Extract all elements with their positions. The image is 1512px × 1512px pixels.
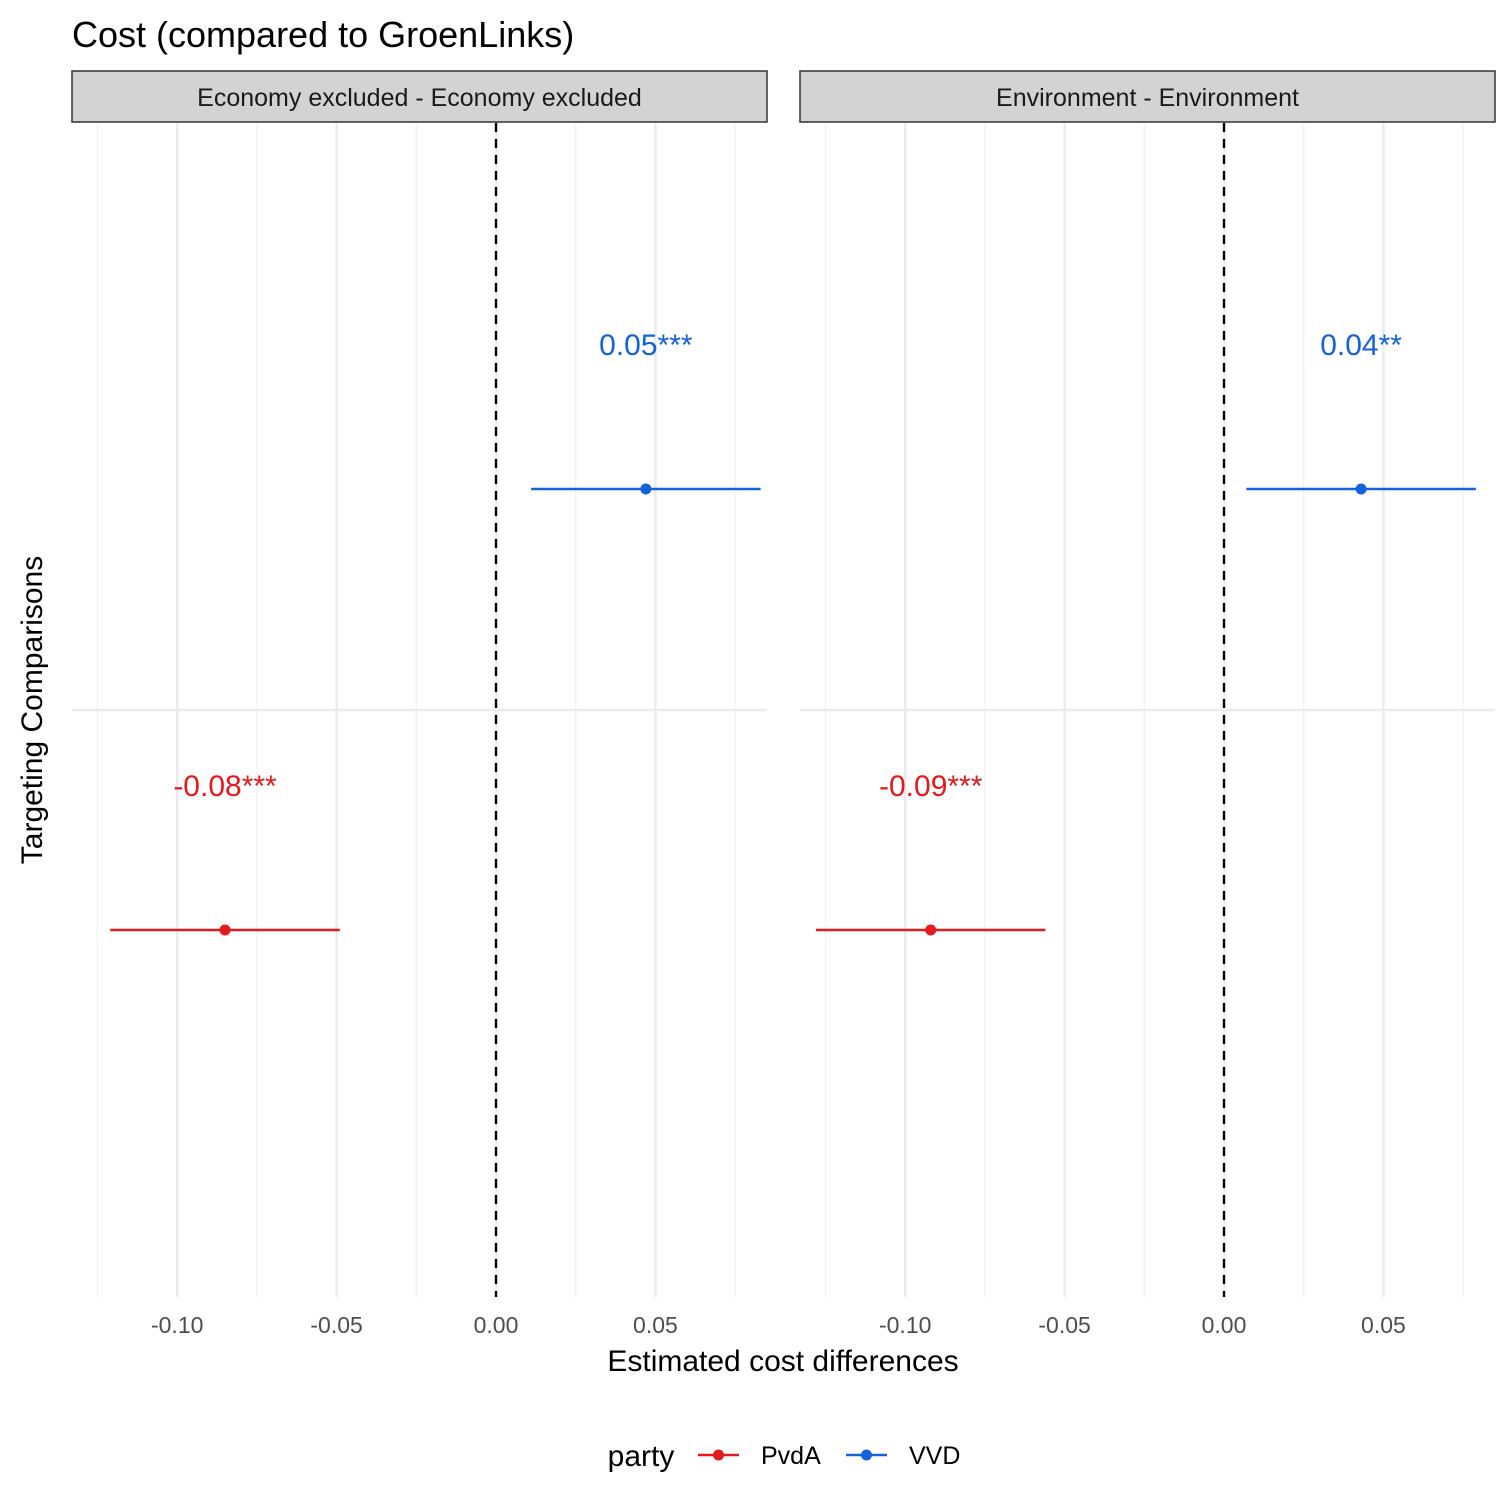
panels: Economy excluded - Economy excluded -0.10…: [71, 70, 1496, 1338]
legend-label-pvda: PvdA: [761, 1442, 821, 1470]
x-tick-label: -0.05: [1038, 1312, 1090, 1338]
legend: party PvdA VVD: [608, 1440, 961, 1473]
estimate-label-pvda: -0.09***: [879, 770, 983, 803]
point-pvda: [219, 924, 231, 936]
estimate-label-vvd: 0.05***: [599, 329, 693, 362]
x-tick-label: -0.10: [151, 1312, 203, 1338]
y-axis-title: Targeting Comparisons: [16, 556, 49, 864]
x-tick-label: 0.05: [1361, 1312, 1406, 1338]
panel-strip: [71, 70, 768, 123]
legend-key-point-vvd: [861, 1449, 872, 1461]
point-pvda: [925, 924, 937, 936]
point-vvd: [1355, 483, 1367, 495]
estimate-label-pvda: -0.08***: [173, 770, 277, 803]
panel-strip-label: Environment - Environment: [996, 84, 1299, 112]
point-vvd: [640, 483, 652, 495]
chart-title: Cost (compared to GroenLinks): [72, 14, 574, 55]
x-tick-label: 0.00: [1202, 1312, 1247, 1338]
legend-title: party: [608, 1440, 675, 1473]
x-tick-label: -0.10: [879, 1312, 931, 1338]
x-tick-label: -0.05: [310, 1312, 362, 1338]
estimate-label-vvd: 0.04**: [1320, 329, 1402, 362]
x-tick-label: 0.05: [633, 1312, 678, 1338]
x-axis-title: Estimated cost differences: [607, 1345, 958, 1378]
panel-2: Environment - Environment -0.10 -0.05 0.00 0…: [799, 70, 1496, 1338]
x-tick-label: 0.00: [474, 1312, 519, 1338]
panel-strip: [799, 70, 1496, 123]
panel-strip-label: Economy excluded - Economy excluded: [197, 84, 642, 112]
panel-1: Economy excluded - Economy excluded -0.10…: [71, 70, 768, 1338]
legend-key-point-pvda: [713, 1449, 724, 1461]
legend-label-vvd: VVD: [909, 1442, 960, 1470]
